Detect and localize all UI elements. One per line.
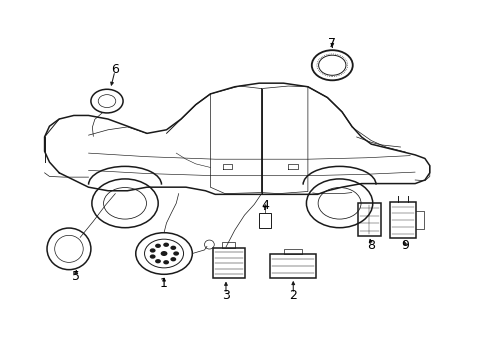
Bar	[357, 203, 380, 235]
Text: 7: 7	[327, 36, 336, 50]
Bar	[221, 242, 235, 248]
Text: 6: 6	[111, 63, 119, 76]
Circle shape	[155, 244, 161, 248]
Text: 9: 9	[401, 239, 408, 252]
Text: 8: 8	[366, 239, 374, 252]
Circle shape	[170, 257, 176, 261]
Text: 2: 2	[289, 289, 297, 302]
Circle shape	[160, 251, 167, 256]
Bar	[258, 213, 270, 228]
Circle shape	[170, 246, 176, 250]
Text: 1: 1	[160, 278, 168, 291]
Bar	[269, 255, 316, 278]
Text: 3: 3	[222, 289, 229, 302]
Circle shape	[163, 260, 169, 265]
Circle shape	[173, 251, 179, 256]
Circle shape	[149, 248, 155, 253]
Bar	[389, 202, 415, 238]
Circle shape	[155, 259, 161, 264]
Text: 5: 5	[72, 270, 80, 283]
Circle shape	[149, 255, 155, 259]
Circle shape	[163, 243, 169, 247]
Bar	[284, 249, 301, 255]
Text: 4: 4	[261, 199, 268, 212]
Bar	[213, 248, 244, 278]
